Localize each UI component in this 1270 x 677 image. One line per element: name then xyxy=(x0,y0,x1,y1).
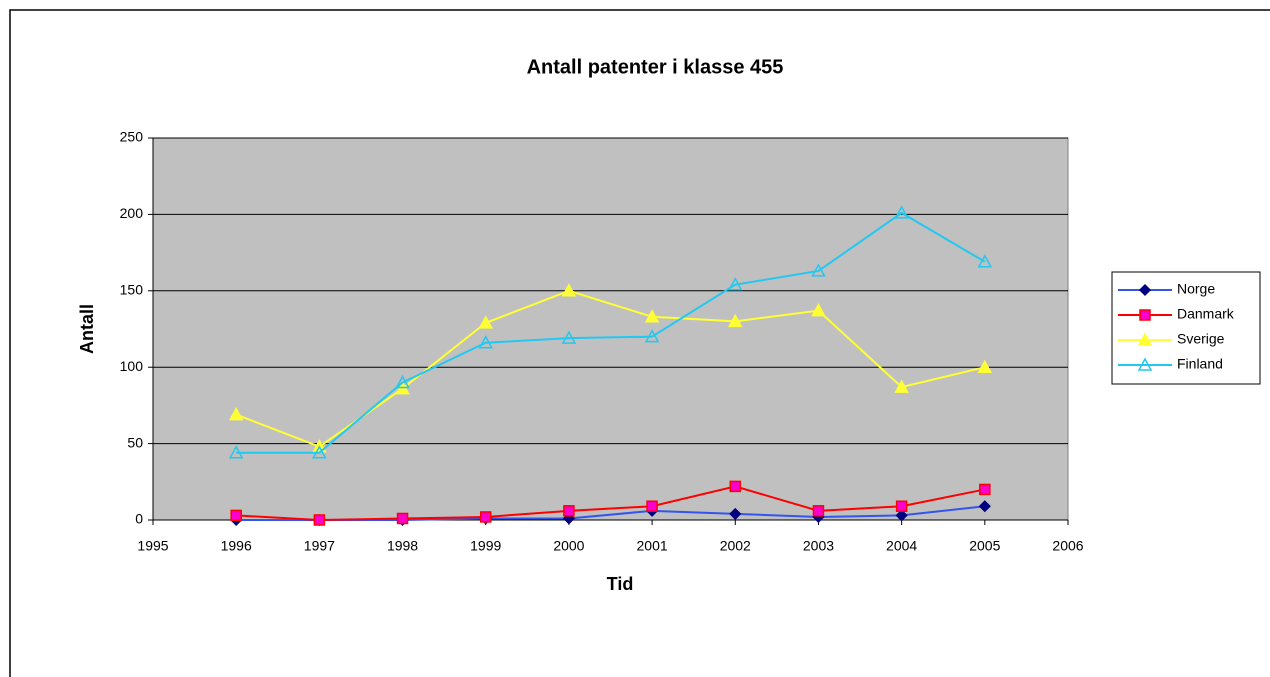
y-tick-label: 250 xyxy=(120,129,144,145)
marker xyxy=(894,379,909,393)
marker xyxy=(811,263,826,277)
marker xyxy=(728,277,743,291)
marker xyxy=(396,512,409,525)
marker xyxy=(312,445,327,459)
marker xyxy=(561,283,577,297)
marker xyxy=(979,483,991,496)
marker xyxy=(978,500,991,513)
marker xyxy=(895,500,908,512)
y-axis-label: Antall xyxy=(77,304,97,354)
marker xyxy=(1137,357,1153,371)
y-tick-label: 100 xyxy=(120,358,144,374)
x-axis-label: Tid xyxy=(607,574,634,594)
marker xyxy=(1137,332,1153,346)
marker xyxy=(228,445,244,459)
legend-label: Danmark xyxy=(1177,306,1235,322)
x-tick-label: 2006 xyxy=(1052,538,1083,554)
x-tick-label: 1996 xyxy=(221,538,252,554)
marker xyxy=(313,514,326,526)
y-tick-label: 0 xyxy=(135,511,143,527)
marker xyxy=(230,509,242,522)
marker xyxy=(644,329,660,343)
x-tick-label: 1999 xyxy=(470,538,501,554)
marker xyxy=(228,407,244,421)
marker xyxy=(646,500,658,512)
marker xyxy=(811,303,826,317)
marker xyxy=(977,359,993,373)
plot-area xyxy=(152,137,1069,521)
marker xyxy=(728,313,743,328)
marker xyxy=(729,480,742,493)
series-line xyxy=(236,485,986,522)
x-tick-label: 2004 xyxy=(886,538,917,554)
x-tick-label: 1998 xyxy=(387,538,418,554)
x-tick-label: 2000 xyxy=(553,538,584,554)
marker xyxy=(895,509,908,522)
chart-title: Antall patenter i klasse 455 xyxy=(527,56,784,78)
marker xyxy=(479,511,492,523)
legend-label: Norge xyxy=(1177,281,1215,297)
marker xyxy=(644,309,660,323)
marker xyxy=(1139,309,1151,321)
marker xyxy=(478,335,493,349)
marker xyxy=(812,505,825,517)
y-tick-label: 150 xyxy=(120,282,144,298)
marker xyxy=(894,205,909,219)
x-tick-label: 1997 xyxy=(304,538,335,554)
x-tick-label: 1995 xyxy=(137,538,168,554)
x-tick-label: 2001 xyxy=(637,538,668,554)
marker xyxy=(395,374,410,389)
legend-label: Finland xyxy=(1177,356,1223,372)
series-line xyxy=(236,211,986,454)
marker xyxy=(729,507,742,520)
marker xyxy=(563,505,575,517)
marker xyxy=(478,315,493,329)
marker xyxy=(977,254,993,268)
marker xyxy=(1138,283,1152,297)
x-tick-label: 2005 xyxy=(969,538,1000,554)
y-tick-label: 200 xyxy=(120,205,144,221)
x-tick-label: 2003 xyxy=(803,538,834,554)
marker xyxy=(561,330,577,344)
legend-label: Sverige xyxy=(1177,331,1225,347)
y-tick-label: 50 xyxy=(127,434,143,450)
x-tick-label: 2002 xyxy=(720,538,751,554)
